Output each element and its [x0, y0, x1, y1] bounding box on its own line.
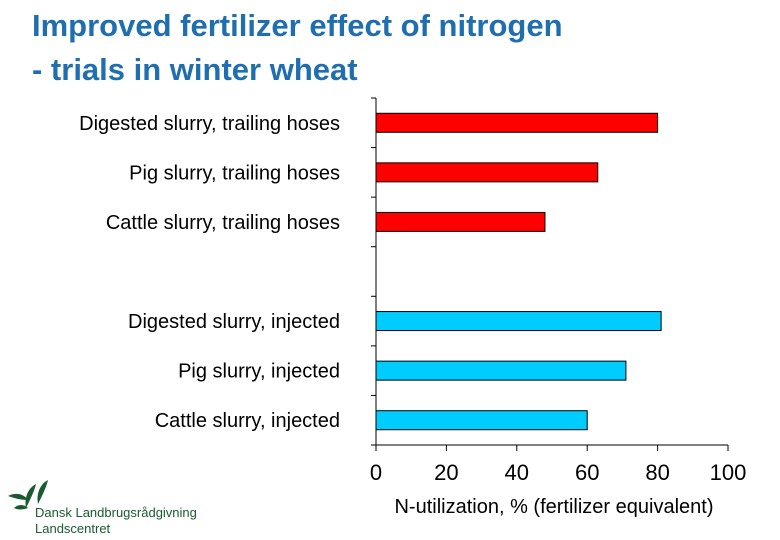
- category-label: Digested slurry, injected: [128, 311, 340, 333]
- category-label: Pig slurry, injected: [178, 361, 340, 383]
- category-label: Pig slurry, trailing hoses: [129, 162, 340, 184]
- x-tick-label: 0: [370, 460, 382, 485]
- x-tick-label: 80: [645, 460, 669, 485]
- x-tick-label: 40: [505, 460, 529, 485]
- bar: [375, 360, 627, 381]
- x-tick-label: 60: [575, 460, 599, 485]
- chart-title: Improved fertilizer effect of nitrogen -…: [32, 4, 732, 92]
- bar: [375, 410, 588, 431]
- category-label: Cattle slurry, trailing hoses: [106, 212, 340, 234]
- bar: [375, 211, 546, 232]
- title-line-2: - trials in winter wheat: [32, 52, 358, 87]
- bar: [375, 112, 659, 133]
- category-label: Cattle slurry, injected: [155, 410, 340, 432]
- title-line-1: Improved fertilizer effect of nitrogen: [32, 8, 563, 43]
- logo-name: Dansk Landbrugsrådgivning: [35, 505, 197, 520]
- x-tick-label: 20: [434, 460, 458, 485]
- bar: [375, 162, 599, 183]
- category-label: Digested slurry, trailing hoses: [79, 113, 340, 135]
- x-axis-label: N-utilization, % (fertilizer equivalent): [394, 496, 713, 518]
- logo-subname: Landscentret: [35, 521, 111, 536]
- leaf-logo-icon: [8, 480, 48, 510]
- bar: [375, 311, 662, 332]
- logo: Dansk Landbrugsrådgivning Landscentret: [8, 478, 268, 538]
- x-tick-label: 100: [710, 460, 747, 485]
